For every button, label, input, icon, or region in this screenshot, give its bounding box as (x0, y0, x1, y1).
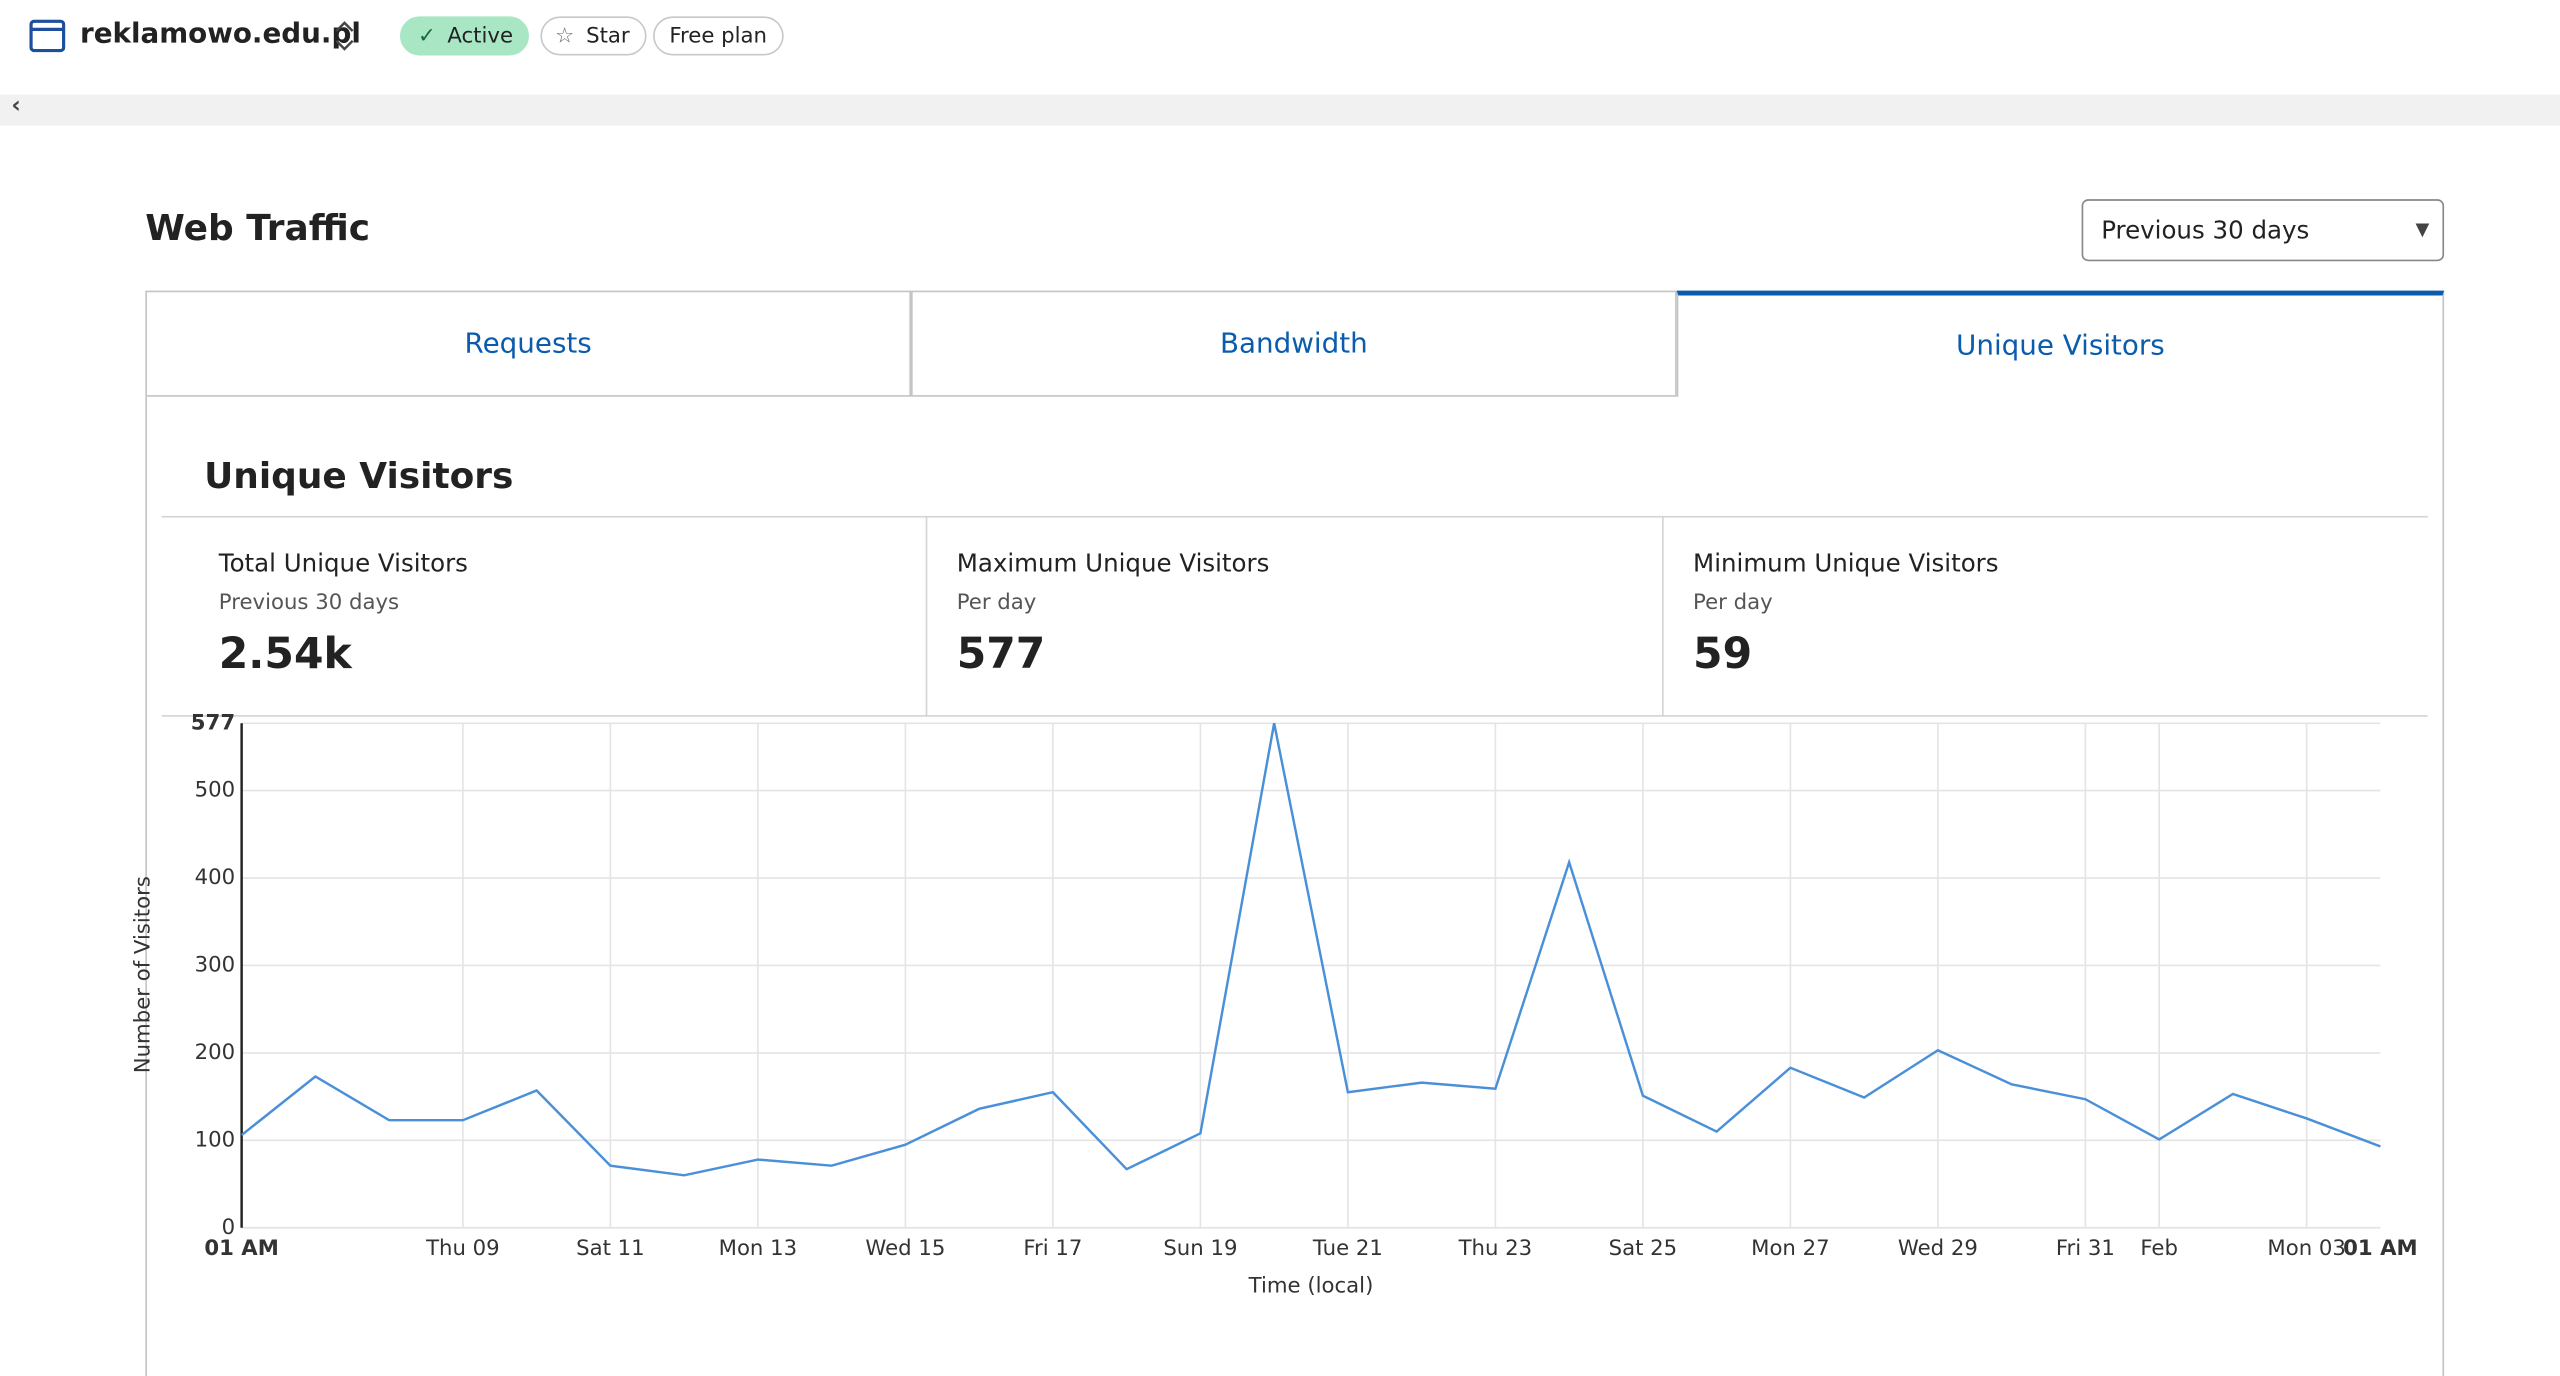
collapse-button[interactable]: ‹ (11, 93, 21, 120)
site-name[interactable]: reklamowo.edu.pl (79, 17, 361, 51)
x-tick-label: Wed 29 (1898, 1236, 1978, 1261)
site-icon (29, 19, 66, 53)
stat-sub: Per day (956, 591, 1037, 616)
divider (1662, 515, 1664, 717)
x-tick-label: Thu 09 (425, 1236, 500, 1261)
y-axis-title: Number of Visitors (131, 876, 156, 1073)
stat-value: 2.54k (218, 630, 352, 680)
stats-row (161, 515, 2428, 717)
plan-pill: Free plan (653, 16, 784, 56)
tab[interactable]: Bandwidth (911, 290, 1677, 397)
stat-label: Total Unique Visitors (218, 548, 468, 578)
x-tick-label: Mon 27 (1751, 1236, 1829, 1261)
range-value: Previous 30 days (2101, 215, 2310, 245)
panel (145, 396, 2445, 1376)
star-label: Star (586, 24, 630, 49)
site-switcher[interactable] (333, 20, 356, 53)
app: reklamowo.edu.pl ✓ Active ☆ Star Free plan… (0, 16, 2560, 1376)
status: Active (447, 24, 514, 49)
x-tick-label: Sat 25 (1609, 1236, 1678, 1261)
x-tick-label: 01 AM (2343, 1236, 2417, 1261)
chart: Number of Visitors Time (local) 01 AM Thu… (131, 710, 2418, 1299)
y-tick-label: 500 (195, 778, 236, 803)
x-tick-label: Sun 19 (1163, 1236, 1237, 1261)
panel-title: Unique Visitors (204, 457, 514, 498)
stat-sub: Previous 30 days (218, 591, 400, 616)
x-axis-title: Time (local) (1248, 1274, 1374, 1299)
star-button[interactable]: ☆ Star (540, 16, 646, 56)
x-tick-label: Tue 21 (1312, 1236, 1383, 1261)
stat-value: 577 (956, 630, 1046, 680)
status-pill: ✓ Active (399, 16, 530, 56)
stat-label: Maximum Unique Visitors (956, 548, 1270, 578)
x-tick-label: Fri 31 (2056, 1236, 2115, 1261)
y-tick-label: 577 (191, 710, 235, 735)
stat-label: Minimum Unique Visitors (1693, 548, 1999, 578)
page: reklamowo.edu.pl ✓ Active ☆ Star Free plan… (0, 16, 2560, 1376)
divider (925, 515, 928, 717)
range-select[interactable]: Previous 30 days ▼ (2081, 199, 2445, 262)
tab-active[interactable]: Unique Visitors (1676, 290, 2445, 397)
y-tick-label: 300 (195, 952, 236, 977)
tab[interactable]: Requests (145, 290, 912, 397)
stat-sub: Per day (1693, 591, 1773, 616)
x-tick-label: Feb (2140, 1236, 2178, 1261)
stat-value: 59 (1693, 630, 1753, 680)
y-tick-label: 400 (195, 865, 236, 890)
x-tick-label: Fri 17 (1023, 1236, 1082, 1261)
collapse-bar: ‹ (0, 93, 2560, 126)
line (240, 723, 2381, 1177)
x-tick-label: Mon 03 (2267, 1236, 2345, 1261)
x-tick-label: 01 AM (204, 1236, 278, 1261)
x-tick-label: Wed 15 (865, 1236, 945, 1261)
y-tick-label: 200 (195, 1040, 236, 1065)
y-tick-label: 0 (222, 1215, 236, 1240)
x-tick-label: Sat 11 (576, 1236, 645, 1261)
y-tick-label: 100 (195, 1127, 236, 1152)
section-title: Web Traffic (145, 208, 371, 250)
x-tick-label: Mon 13 (719, 1236, 797, 1261)
x-tick-label: Thu 23 (1458, 1236, 1533, 1261)
